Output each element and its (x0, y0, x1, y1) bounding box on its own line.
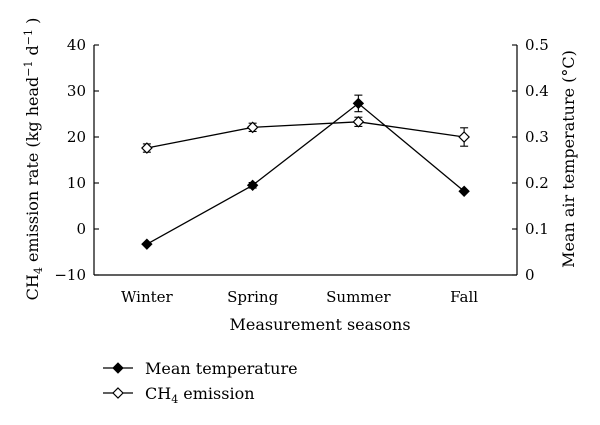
x-tick-label: Summer (326, 288, 391, 306)
y-right-tick-label: 0.4 (525, 82, 549, 100)
filled-diamond-icon (112, 362, 124, 374)
x-axis-title: Measurement seasons (229, 315, 410, 334)
data-point-ch4-emission (458, 131, 470, 143)
data-point-mean-temperature (141, 238, 153, 250)
y-right-tick-label: 0.1 (525, 220, 549, 238)
series-layer (141, 94, 470, 250)
legend-item-mean-temperature[interactable]: Mean temperature (103, 359, 298, 378)
y-right-tick-label: 0.2 (525, 174, 549, 192)
y-left-tick-label: −10 (54, 266, 86, 284)
chart-legend: Mean temperature CH4 emission (103, 359, 298, 406)
y-right-tick-label: 0.5 (525, 36, 549, 54)
data-point-ch4-emission (246, 121, 259, 134)
x-tick-label: Winter (121, 288, 174, 306)
y-left-axis: −10 0 10 20 30 40 (54, 36, 99, 284)
y-right-axis-title: Mean air temperature (°C) (559, 50, 578, 268)
legend-item-ch4-emission[interactable]: CH4 emission (103, 384, 255, 406)
series-line-mean-temperature (146, 102, 465, 245)
legend-label-mean-temperature: Mean temperature (145, 359, 298, 378)
data-point-mean-temperature (246, 179, 259, 192)
y-left-tick-label: 0 (76, 220, 86, 238)
open-diamond-icon (112, 387, 124, 399)
y-right-axis: 0 0.1 0.2 0.3 0.4 0.5 (512, 36, 549, 284)
y-left-axis-title: CH4 emission rate (kg head−1 d−1 ) (22, 18, 45, 301)
data-point-mean-temperature (458, 185, 470, 197)
series-mean-temperature (141, 94, 470, 250)
series-ch4-emission (141, 115, 470, 154)
plot-frame (93, 45, 518, 276)
x-axis: Winter Spring Summer Fall (121, 288, 478, 306)
legend-label-ch4-emission: CH4 emission (145, 384, 255, 406)
y-left-tick-label: 40 (67, 36, 86, 54)
data-point-ch4-emission (352, 115, 365, 128)
y-left-tick-label: 20 (67, 128, 86, 146)
y-right-tick-label: 0 (525, 266, 535, 284)
y-left-tick-label: 10 (67, 174, 86, 192)
series-line-ch4-emission (146, 121, 465, 149)
x-tick-label: Spring (227, 288, 279, 306)
y-right-tick-label: 0.3 (525, 128, 549, 146)
x-tick-label: Fall (450, 288, 478, 306)
data-point-mean-temperature (352, 97, 365, 110)
data-point-ch4-emission (141, 142, 153, 154)
y-left-tick-label: 30 (67, 82, 86, 100)
